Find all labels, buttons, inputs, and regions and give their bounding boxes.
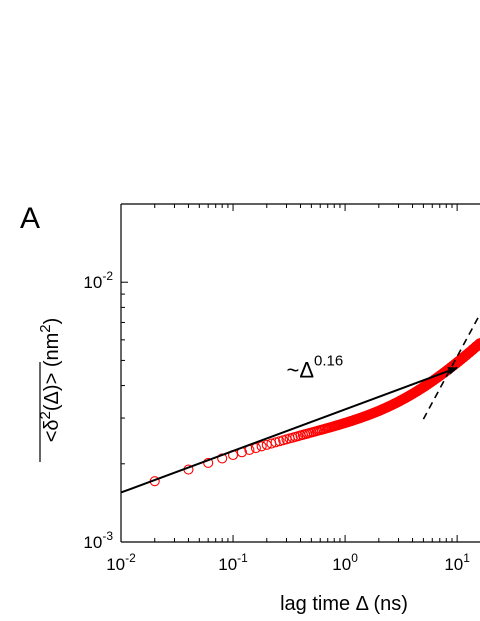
y-tick-label-base: 10 [83,273,102,292]
y-axis-label-delta: δ [41,419,63,430]
data-point [250,442,261,454]
fit-lines [121,313,480,494]
y-axis-label-arg: (Δ) [41,384,63,411]
x-tick-label-base: 10 [218,555,237,574]
x-tick-label-3: 101 [444,551,470,574]
y-axis-label-units-sup: 2 [37,324,54,332]
panel-label: A [20,202,40,235]
fit-line-solid [121,366,459,494]
y-tick-label-base: 10 [83,533,102,552]
fit-line-dashed [422,313,480,420]
data-point [261,439,272,450]
y-axis-label-units-post: ) [41,318,63,325]
data-point [474,338,480,349]
x-tick-label-2: 100 [332,551,358,574]
x-tick-label-base: 10 [444,555,463,574]
slope-annotation-exponent: 0.16 [314,352,343,369]
y-tick-label-0: 10-3 [83,529,113,552]
x-tick-label-base: 10 [332,555,351,574]
y-tick-label-1: 10-2 [83,269,113,292]
slope-annotation-0: ~Δ0.16 [287,352,344,382]
data-point [256,441,267,452]
y-axis-label-sup: 2 [37,411,54,419]
x-tick-label-exp: 1 [463,551,470,565]
data-point [270,437,281,448]
x-tick-label-exp: 0 [351,551,358,565]
data-points [149,338,480,487]
data-point [203,457,214,469]
axis-ticks [120,203,458,543]
slope-annotation-text: ~Δ [287,357,315,382]
y-axis-label-open: < [41,431,63,443]
x-tick-label-exp: -1 [237,551,248,565]
x-tick-label-exp: -2 [125,551,136,565]
y-tick-label-exp: -2 [102,269,113,283]
y-axis-label-close: > [41,373,63,385]
y-tick-label-exp: -3 [102,529,113,543]
x-axis-label: lag time Δ (ns) [280,593,408,615]
x-tick-label-0: 10-2 [106,551,136,574]
annotations: ~Δ0.16~Δ0 [287,352,344,382]
y-axis-label-units-pre: (nm [41,333,63,373]
x-tick-label-1: 10-1 [218,551,248,574]
x-tick-label-base: 10 [106,555,125,574]
y-axis-label: <δ2(Δ)> (nm2) [37,318,63,443]
